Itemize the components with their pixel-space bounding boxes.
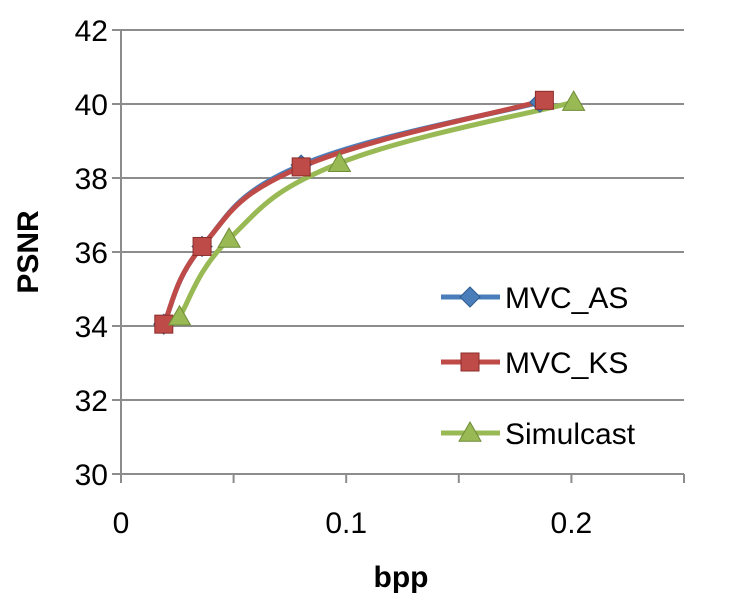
- axes: [112, 29, 685, 483]
- x-tick-labels: 0 0.1 0.2: [113, 507, 593, 540]
- series-line-mvc-as: [161, 99, 543, 327]
- x-tick-label: 0.1: [325, 507, 367, 540]
- legend-marker-simulcast: [458, 420, 482, 442]
- series-line-mvc-ks: [161, 97, 547, 327]
- data-point-mvc-ks: [534, 90, 554, 110]
- y-tick-labels: 30 32 34 36 38 40 42: [75, 15, 108, 492]
- y-tick-label: 40: [75, 89, 108, 122]
- y-tick-label: 38: [75, 163, 108, 196]
- x-tick-label: 0.2: [551, 507, 593, 540]
- y-tick-label: 30: [75, 459, 108, 492]
- legend-label-mvc-ks: MVC_KS: [505, 347, 628, 380]
- legend: MVC_AS MVC_KS Simulcast: [441, 282, 636, 451]
- legend-marker-mvc-as: [459, 286, 481, 308]
- data-point-simulcast: [217, 227, 241, 248]
- y-tick-label: 42: [75, 15, 108, 48]
- data-series: [153, 90, 586, 335]
- legend-label-simulcast: Simulcast: [505, 418, 636, 451]
- data-point-simulcast: [561, 90, 586, 111]
- data-point-mvc-ks: [192, 236, 212, 256]
- legend-marker-mvc-ks: [460, 352, 480, 372]
- y-axis-title: PSNR: [12, 210, 45, 294]
- y-tick-label: 36: [75, 237, 108, 270]
- data-point-simulcast: [327, 151, 352, 172]
- y-tick-label: 32: [75, 385, 108, 418]
- series-line-simulcast: [177, 99, 577, 320]
- x-tick-label: 0: [113, 507, 130, 540]
- data-point-mvc-ks: [291, 157, 311, 177]
- data-point-simulcast: [167, 304, 192, 326]
- gridlines: [121, 29, 684, 401]
- x-axis-title: bpp: [374, 561, 429, 594]
- legend-label-mvc-as: MVC_AS: [505, 282, 628, 315]
- y-tick-label: 34: [75, 311, 108, 344]
